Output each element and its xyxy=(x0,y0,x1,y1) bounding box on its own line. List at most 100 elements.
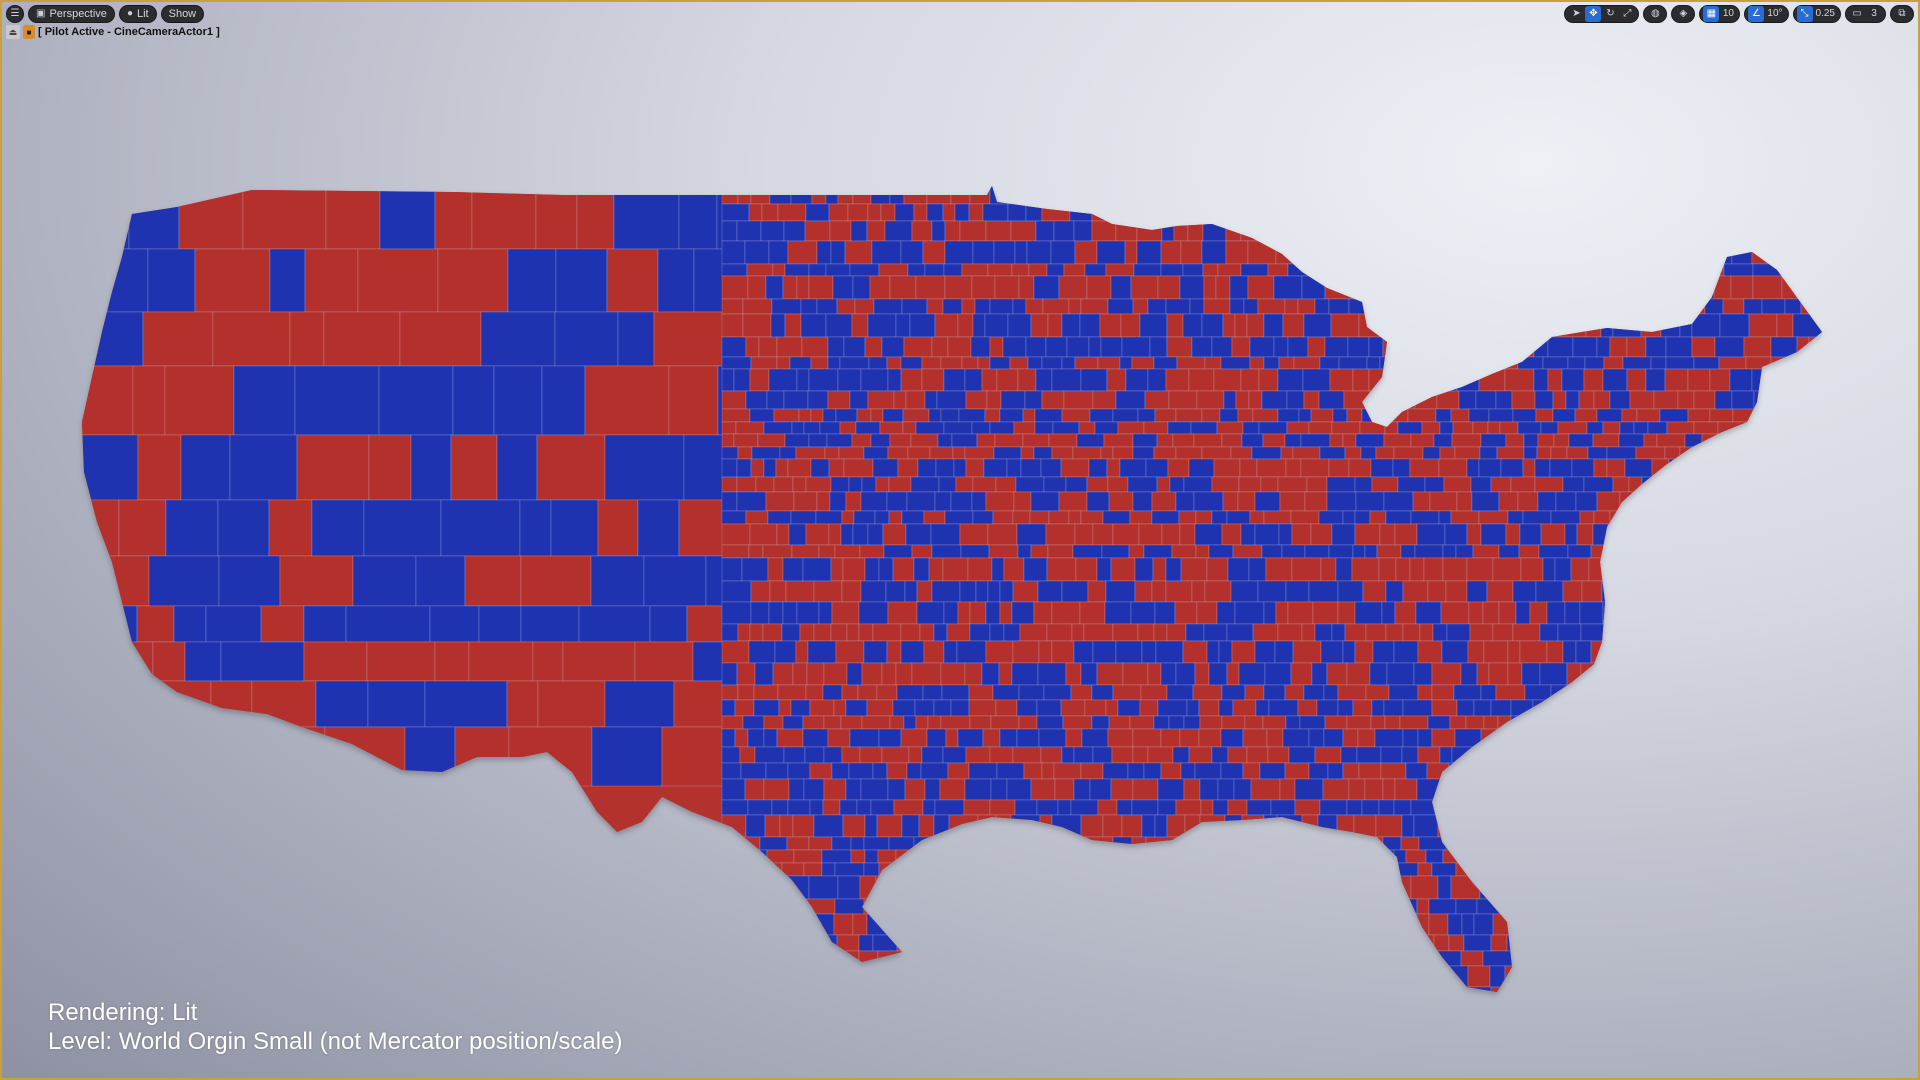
county-cell xyxy=(1488,408,1514,423)
county-cell xyxy=(1041,762,1055,780)
county-cell xyxy=(1401,298,1418,315)
county-cell xyxy=(1626,368,1647,392)
county-cell xyxy=(1615,220,1646,242)
county-cell xyxy=(736,458,752,478)
county-cell xyxy=(1473,778,1498,801)
county-cell xyxy=(1410,875,1439,900)
county-cell xyxy=(1039,814,1053,838)
county-cell xyxy=(1745,728,1772,748)
county-cell xyxy=(1434,368,1458,392)
county-cell xyxy=(1370,862,1396,877)
scale-icon[interactable]: ⤢ xyxy=(1623,8,1632,19)
county-cell xyxy=(1636,875,1662,900)
county-cell xyxy=(1632,523,1657,546)
county-cell xyxy=(1413,965,1433,988)
county-cell xyxy=(740,762,767,780)
county-cell xyxy=(1465,715,1485,730)
county-cell xyxy=(1132,446,1155,460)
county-cell xyxy=(1446,623,1471,642)
camera-icon[interactable]: ■ xyxy=(23,25,35,39)
county-cell xyxy=(1566,875,1595,900)
county-cell xyxy=(1244,684,1265,701)
county-cell xyxy=(1103,433,1134,448)
globe-icon[interactable]: ◍ xyxy=(1651,8,1660,19)
county-cell xyxy=(1427,715,1451,730)
county-cell xyxy=(1553,862,1580,877)
county-cell xyxy=(1712,799,1734,816)
county-cell xyxy=(1331,523,1356,546)
county-cell xyxy=(1691,684,1706,701)
county-cell xyxy=(1687,368,1711,392)
county-cell xyxy=(1800,510,1819,525)
county-cell xyxy=(1019,623,1048,642)
county-cell xyxy=(1252,408,1279,423)
county-cell xyxy=(1130,986,1154,992)
county-cell xyxy=(761,203,779,222)
county-cell xyxy=(1680,298,1706,315)
county-cell xyxy=(1576,898,1591,915)
show-button[interactable]: Show xyxy=(160,5,205,23)
cursor-icon[interactable]: ➤ xyxy=(1572,8,1581,19)
county-cell xyxy=(1812,728,1822,748)
video-camera-icon[interactable]: ▭ xyxy=(1852,8,1862,19)
county-cell xyxy=(1183,778,1201,801)
county-cell xyxy=(1318,950,1340,967)
county-cell xyxy=(721,601,752,625)
viewport-menu-button[interactable]: ☰ xyxy=(6,5,24,23)
county-cell xyxy=(1012,640,1040,664)
county-cell xyxy=(1661,601,1691,625)
county-cell xyxy=(1490,986,1504,992)
county-cell xyxy=(742,313,772,338)
county-cell xyxy=(1445,580,1468,603)
view-mode-button[interactable]: ● Lit xyxy=(118,5,157,23)
county-cell xyxy=(1731,240,1753,265)
viewport-toolbar-right: ➤ ✥ ↻ ⤢ ◍ ◈ ▦ 10 ∠ 10° ⤡ 0.25 ▭ 3 ⧉ xyxy=(1564,5,1914,23)
perspective-button[interactable]: ▣ Perspective xyxy=(28,5,115,23)
county-cell xyxy=(1411,203,1435,222)
county-cell xyxy=(1131,799,1159,816)
county-cell xyxy=(1656,965,1680,988)
county-cell xyxy=(1658,220,1681,242)
maximize-icon[interactable]: ⧉ xyxy=(1898,8,1906,19)
county-cell xyxy=(795,446,826,460)
county-cell xyxy=(969,186,991,205)
county-cell xyxy=(1484,220,1513,242)
county-cell xyxy=(1797,446,1813,460)
county-cell xyxy=(721,476,738,493)
rotate-icon[interactable]: ↻ xyxy=(1606,8,1615,19)
county-cell xyxy=(754,746,785,764)
camera-speed-value[interactable]: 3 xyxy=(1871,8,1877,19)
surface-snap-icon[interactable]: ◈ xyxy=(1679,8,1688,19)
county-cell xyxy=(1568,433,1594,448)
move-icon[interactable]: ✥ xyxy=(1585,6,1602,22)
county-cell xyxy=(1152,557,1167,582)
county-cell xyxy=(1741,640,1769,664)
scale-snap-value[interactable]: 0.25 xyxy=(1815,8,1835,19)
county-cell xyxy=(1785,433,1816,448)
rotation-snap-value[interactable]: 10° xyxy=(1767,8,1783,19)
county-cell xyxy=(721,580,752,603)
scale-snap-icon[interactable]: ⤡ xyxy=(1796,6,1813,22)
grid-snap-icon[interactable]: ▦ xyxy=(1703,6,1720,22)
county-cell xyxy=(1043,684,1072,701)
county-cell xyxy=(1794,814,1809,838)
county-cell xyxy=(971,275,996,300)
county-cell xyxy=(1335,557,1353,582)
county-cell xyxy=(1727,491,1757,512)
county-cell xyxy=(1277,623,1303,642)
grid-snap-value[interactable]: 10 xyxy=(1722,8,1734,19)
county-cell xyxy=(944,275,973,300)
eject-icon[interactable]: ⏏ xyxy=(6,25,20,39)
county-cell xyxy=(1154,601,1176,625)
county-cell xyxy=(1265,220,1296,242)
county-cell xyxy=(1318,875,1342,900)
county-cell xyxy=(1520,557,1544,582)
county-cell xyxy=(1196,186,1220,205)
county-cell xyxy=(1524,684,1552,701)
county-cell xyxy=(1385,875,1412,900)
county-cell xyxy=(1751,368,1768,392)
county-cell xyxy=(802,557,832,582)
county-cell xyxy=(82,186,130,250)
angle-snap-icon[interactable]: ∠ xyxy=(1748,6,1765,22)
